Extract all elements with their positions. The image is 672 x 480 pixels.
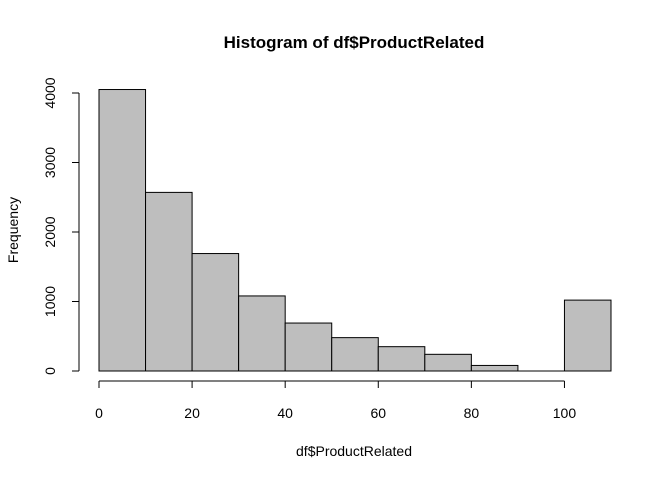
y-tick-label: 1000 — [42, 286, 58, 317]
histogram-bar — [191, 253, 240, 372]
y-axis-label: Frequency — [5, 197, 21, 263]
y-tick-label: 3000 — [42, 147, 58, 178]
histogram-bar — [563, 299, 612, 372]
histogram-bar — [284, 322, 333, 372]
histogram-bar — [377, 346, 426, 372]
y-tick-label: 4000 — [42, 77, 58, 108]
y-tick-label: 2000 — [42, 216, 58, 247]
x-tick-label: 60 — [370, 405, 386, 421]
x-axis: 0 20 40 60 80 100 — [95, 380, 577, 421]
histogram-bar — [98, 89, 147, 372]
x-axis-label: df$ProductRelated — [296, 443, 412, 459]
histogram-bar — [470, 364, 519, 372]
histogram-bar — [238, 295, 286, 372]
x-tick-label: 40 — [277, 405, 293, 421]
y-axis: 0 1000 2000 3000 4000 — [42, 77, 80, 375]
histogram-bar — [424, 353, 472, 372]
y-tick-label: 0 — [42, 367, 58, 375]
x-tick-label: 80 — [464, 405, 480, 421]
x-tick-label: 0 — [95, 405, 103, 421]
x-tick-label: 100 — [553, 405, 577, 421]
x-tick-label: 20 — [184, 405, 200, 421]
histogram-bar — [331, 337, 379, 372]
histogram-bar — [145, 191, 193, 372]
histogram-bars — [98, 89, 612, 372]
chart-title: Histogram of df$ProductRelated — [224, 33, 485, 52]
